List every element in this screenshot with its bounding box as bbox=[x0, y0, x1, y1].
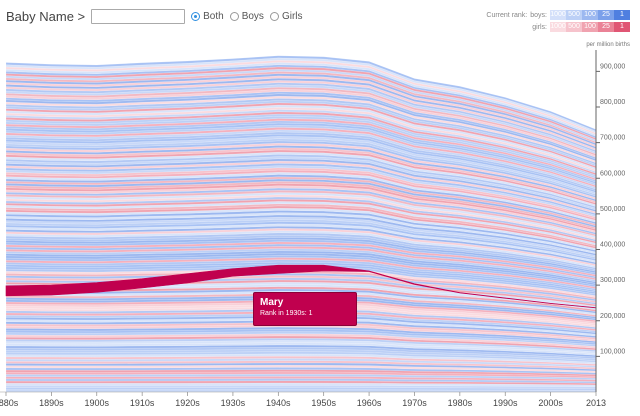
y-tick-label: 200,000 bbox=[600, 313, 625, 320]
legend-cell: 500 bbox=[566, 22, 582, 32]
option-label: Girls bbox=[281, 10, 303, 22]
x-tick-label: 1890s bbox=[39, 398, 64, 408]
option-both[interactable]: Both bbox=[191, 11, 224, 22]
legend-cell: 500 bbox=[566, 10, 582, 20]
y-tick-label: 300,000 bbox=[600, 277, 625, 284]
toolbar: Baby Name > Both Boys Girls bbox=[6, 6, 309, 26]
legend-cell: 1000 bbox=[550, 22, 566, 32]
name-tooltip: Mary Rank in 1930s: 1 bbox=[253, 292, 357, 326]
y-tick-label: 700,000 bbox=[600, 135, 625, 142]
y-tick-label: 800,000 bbox=[600, 99, 625, 106]
legend-cell: 25 bbox=[598, 22, 614, 32]
legend-cell: 25 bbox=[598, 10, 614, 20]
y-tick-label: 400,000 bbox=[600, 242, 625, 249]
x-tick-label: 1980s bbox=[448, 398, 473, 408]
x-tick-label: 1930s bbox=[221, 398, 246, 408]
x-tick-label: 2013 bbox=[586, 398, 606, 408]
x-tick-label: 2000s bbox=[538, 398, 563, 408]
radio-icon bbox=[229, 11, 239, 21]
legend-cell: 100 bbox=[582, 22, 598, 32]
y-tick-label: 500,000 bbox=[600, 206, 625, 213]
option-label: Boys bbox=[241, 10, 264, 22]
x-tick-label: 1960s bbox=[357, 398, 382, 408]
radio-icon bbox=[191, 11, 201, 21]
legend-row-boys: Current rank: boys: 1000 500 100 25 1 bbox=[486, 10, 630, 20]
y-tick-label: 600,000 bbox=[600, 170, 625, 177]
legend-row-label: boys: bbox=[530, 11, 547, 19]
x-tick-label: 1950s bbox=[311, 398, 336, 408]
x-tick-label: 1910s bbox=[130, 398, 155, 408]
legend-cell: 1 bbox=[614, 22, 630, 32]
y-axis-unit: per million births bbox=[586, 42, 630, 48]
y-tick-label: 900,000 bbox=[600, 63, 625, 70]
x-tick-label: 1990s bbox=[493, 398, 518, 408]
option-label: Both bbox=[203, 10, 224, 22]
legend-caption: Current rank: bbox=[486, 11, 528, 19]
tooltip-name: Mary bbox=[260, 297, 284, 308]
legend-row-label: girls: bbox=[532, 23, 547, 31]
rank-legend: Current rank: boys: 1000 500 100 25 1 gi… bbox=[486, 10, 630, 34]
legend-cell: 100 bbox=[582, 10, 598, 20]
legend-cell: 1 bbox=[614, 10, 630, 20]
x-tick-label: 1940s bbox=[266, 398, 291, 408]
x-tick-label: 1970s bbox=[402, 398, 427, 408]
option-girls[interactable]: Girls bbox=[269, 10, 303, 22]
x-tick-label: 1880s bbox=[0, 398, 19, 408]
x-tick-label: 1920s bbox=[175, 398, 200, 408]
option-boys[interactable]: Boys bbox=[229, 10, 264, 22]
search-input[interactable] bbox=[91, 8, 186, 24]
y-tick-label: 100,000 bbox=[600, 348, 625, 355]
page-title: Baby Name > bbox=[6, 8, 86, 24]
x-tick-label: 1900s bbox=[85, 398, 110, 408]
radio-icon bbox=[269, 11, 279, 21]
tooltip-rank: Rank in 1930s: 1 bbox=[260, 310, 313, 317]
legend-cell: 1000 bbox=[550, 10, 566, 20]
legend-row-girls: girls: 1000 500 100 25 1 bbox=[486, 22, 630, 32]
